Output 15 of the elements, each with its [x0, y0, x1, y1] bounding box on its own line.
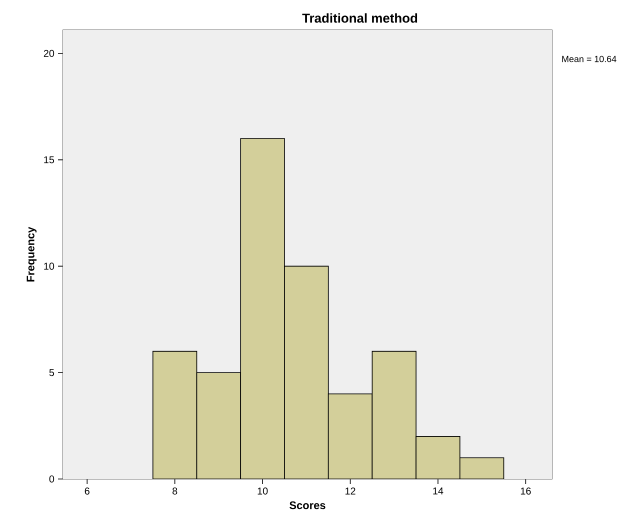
x-tick-label: 12: [345, 488, 356, 494]
y-axis-title: Frequency: [26, 226, 37, 282]
text: Mean = 10.64: [562, 56, 616, 62]
x-tick-label: 14: [433, 488, 444, 494]
y-tick-label: 20: [44, 50, 54, 57]
x-tick-label: 8: [172, 488, 178, 495]
y-tick-label: 5: [49, 369, 54, 376]
x-tick-label: 6: [84, 488, 90, 495]
y-tick-label: 0: [49, 475, 54, 483]
x-tick-label: 10: [258, 488, 268, 495]
x-tick-label: 16: [520, 488, 531, 495]
chart-title: Traditional method: [302, 13, 418, 23]
y-tick-label: 10: [44, 262, 54, 270]
y-tick-label: 15: [44, 156, 54, 164]
x-axis-title: Scores: [290, 501, 326, 510]
